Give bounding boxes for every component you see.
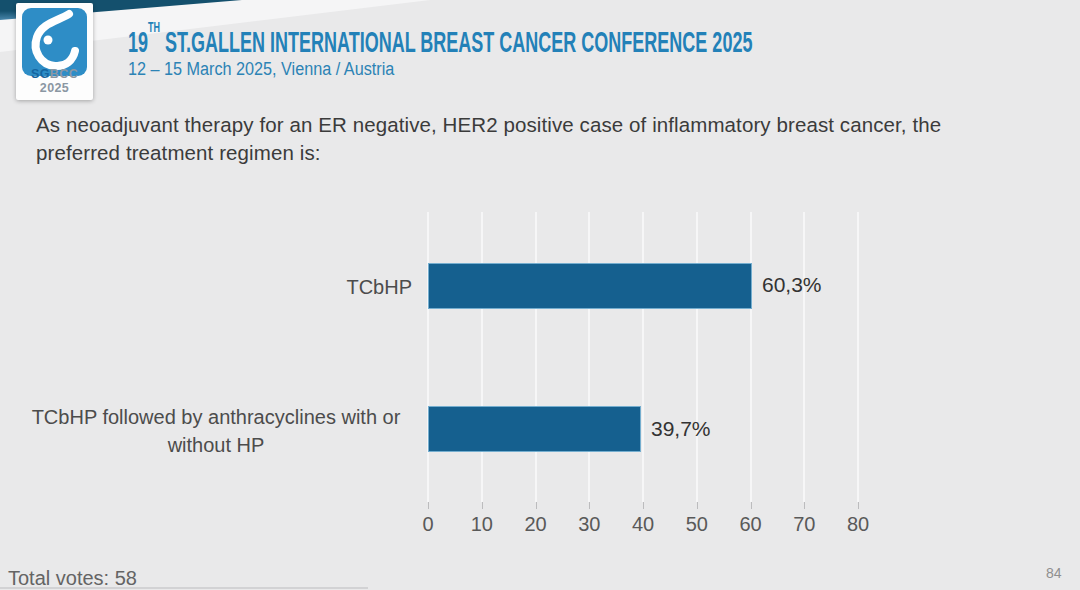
gridline	[803, 212, 805, 502]
x-tick-label: 80	[836, 513, 880, 536]
x-tick-label: 60	[729, 513, 773, 536]
x-tick-label: 40	[621, 513, 665, 536]
gridline	[588, 212, 590, 502]
x-tick-mark	[804, 502, 805, 509]
bar-label-tcbhp: TCbHP	[20, 273, 412, 301]
x-tick-mark	[482, 502, 483, 509]
sgbcc-logo-card: SGBCC 2025	[16, 3, 93, 100]
value-label-tcbhp: 60,3%	[762, 272, 822, 298]
gridline	[642, 212, 644, 502]
x-tick-mark	[428, 502, 429, 509]
x-tick-label: 20	[514, 513, 558, 536]
total-votes-count: 58	[115, 567, 137, 589]
footer-divider-line	[0, 587, 368, 589]
x-tick-mark	[751, 502, 752, 509]
value-label-tcbhp-anthracyclines: 39,7%	[651, 416, 711, 442]
x-tick-mark	[589, 502, 590, 509]
gridline	[535, 212, 537, 502]
gridline	[750, 212, 752, 502]
bar-label-tcbhp-anthracyclines: TCbHP followed by anthracyclines with or…	[20, 403, 412, 459]
x-tick-label: 10	[460, 513, 504, 536]
x-tick-label: 0	[406, 513, 450, 536]
poll-bar-chart: TCbHP 60,3% TCbHP followed by anthracycl…	[0, 0, 1080, 590]
x-tick-label: 50	[675, 513, 719, 536]
conference-title: 19TH ST.GALLEN INTERNATIONAL BREAST CANC…	[128, 20, 752, 58]
x-tick-mark	[643, 502, 644, 509]
x-tick-label: 70	[782, 513, 826, 536]
x-tick-mark	[697, 502, 698, 509]
sgbcc-logo-text: SGBCC 2025	[16, 67, 93, 95]
x-tick-mark	[536, 502, 537, 509]
bar-tcbhp-anthracyclines	[428, 406, 641, 452]
page-number: 84	[1046, 565, 1062, 581]
gridline	[427, 212, 429, 502]
bar-tcbhp	[428, 263, 752, 309]
gridline	[696, 212, 698, 502]
slide-header: 19TH ST.GALLEN INTERNATIONAL BREAST CANC…	[128, 20, 1080, 80]
gridline	[857, 212, 859, 502]
x-tick-mark	[858, 502, 859, 509]
sgbcc-drop-icon	[22, 8, 87, 76]
x-tick-label: 30	[567, 513, 611, 536]
gridline	[481, 212, 483, 502]
title-superscript: TH	[148, 18, 160, 35]
conference-subtitle: 12 – 15 March 2025, Vienna / Austria	[128, 59, 1065, 80]
